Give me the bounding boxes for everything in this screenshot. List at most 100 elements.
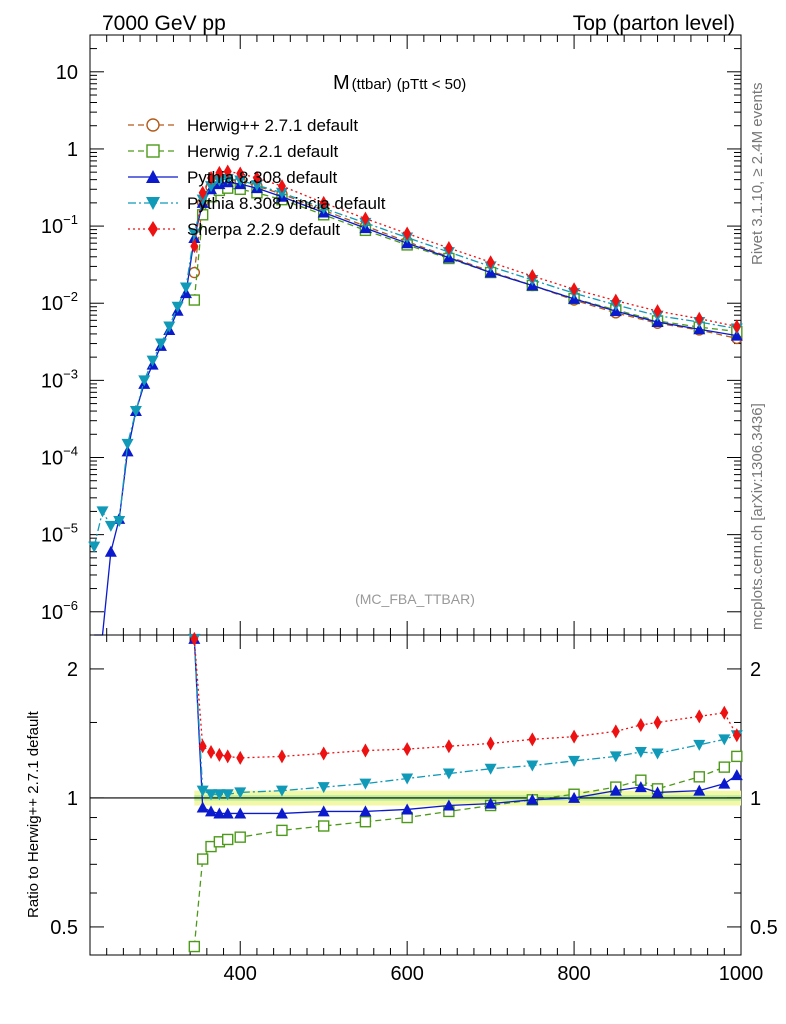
xtick-label: 600 <box>390 963 423 985</box>
ratio-point <box>730 769 743 781</box>
ratio-point <box>484 797 497 809</box>
ratio-point <box>190 631 199 646</box>
ratio-point <box>486 736 495 751</box>
data-point <box>275 187 288 199</box>
main-ytick-base: 10 <box>41 216 63 238</box>
ratio-point <box>695 709 704 724</box>
data-point <box>190 239 199 254</box>
ratio-series-1 <box>188 632 743 819</box>
ratio-point <box>526 760 539 772</box>
ratio-ytick-label-right: 1 <box>750 788 761 810</box>
ratio-point <box>215 747 224 762</box>
legend-label: Sherpa 2.2.9 default <box>187 220 340 239</box>
ratio-point <box>442 768 455 780</box>
data-point <box>113 516 126 528</box>
ratio-point <box>526 793 539 805</box>
ratio-point <box>359 816 372 828</box>
data-point <box>88 541 101 553</box>
data-point <box>695 311 704 326</box>
data-point <box>528 269 537 284</box>
ratio-point <box>234 831 246 843</box>
main-ytick-exp: −6 <box>63 598 78 613</box>
data-point <box>213 175 226 187</box>
main-ytick-label: 10−6 <box>41 598 78 624</box>
ratio-line <box>193 638 738 795</box>
ratio-point <box>317 805 330 817</box>
ratio-point <box>319 746 328 761</box>
ratio-point <box>636 717 645 732</box>
legend-marker <box>148 221 158 237</box>
data-point <box>121 445 134 457</box>
ratio-point <box>401 803 414 815</box>
data-point <box>196 194 209 206</box>
ratio-point <box>359 778 372 790</box>
main-ytick-exp: −3 <box>63 366 78 381</box>
ratio-series-group <box>188 631 743 953</box>
ratio-point <box>693 784 706 796</box>
main-ytick-base: 10 <box>41 370 63 392</box>
ratio-point <box>196 785 209 797</box>
legend-marker <box>146 118 160 132</box>
legend-entry: Herwig++ 2.7.1 default <box>128 116 358 135</box>
ratio-point <box>653 715 662 730</box>
ratio-point <box>718 777 731 789</box>
ratio-point <box>222 833 234 846</box>
ratio-point <box>276 824 288 837</box>
ratio-point <box>568 755 581 767</box>
legend-marker <box>146 197 160 210</box>
legend-entry: Sherpa 2.2.9 default <box>128 220 340 239</box>
data-point <box>250 180 263 192</box>
data-point <box>252 171 261 186</box>
ratio-line <box>193 638 738 759</box>
ratio-ytick-label-right: 0.5 <box>750 917 778 939</box>
main-ytick-label: 10−1 <box>41 212 78 238</box>
data-point <box>236 166 245 181</box>
ratio-point <box>221 807 234 819</box>
data-point <box>234 175 247 187</box>
legend-label: Pythia 8.308 vincia default <box>187 194 386 213</box>
main-ytick-base: 1 <box>67 139 78 161</box>
ratio-point <box>275 807 288 819</box>
data-point <box>730 329 743 341</box>
data-point <box>403 226 412 241</box>
ratio-uncertainty-band <box>90 790 742 806</box>
main-series-group <box>88 164 743 636</box>
ratio-point <box>651 786 664 798</box>
ratio-y-axis: 0.5 0.5 1 1 2 2 <box>50 659 778 939</box>
legend-marker <box>146 170 160 183</box>
data-point <box>188 294 201 306</box>
ratio-point <box>484 763 497 775</box>
ratio-point <box>442 799 455 811</box>
data-point <box>611 293 620 308</box>
ratio-point <box>196 853 209 865</box>
ratio-point <box>221 789 234 801</box>
ratio-point <box>275 785 288 797</box>
legend-entry: Pythia 8.308 vincia default <box>128 194 386 213</box>
ratio-point <box>718 761 731 773</box>
ratio-point <box>693 739 706 751</box>
data-point <box>732 319 741 334</box>
main-ytick-exp: −1 <box>63 212 78 227</box>
mcplots-label: mcplots.cern.ch [arXiv:1306.3436] <box>749 403 766 630</box>
ratio-point <box>651 748 664 760</box>
xtick-label: 800 <box>557 963 590 985</box>
main-ytick-base: 10 <box>41 525 63 547</box>
main-ytick-label: 10 <box>56 62 78 84</box>
ratio-series-0 <box>188 750 743 953</box>
ratio-ytick-label: 0.5 <box>50 917 78 939</box>
ratio-point <box>205 805 218 817</box>
plot-title-main: M <box>333 72 350 94</box>
ratio-point <box>359 805 372 817</box>
main-ytick-base: 10 <box>56 62 78 84</box>
ratio-y-label: Ratio to Herwig++ 2.7.1 default <box>25 710 42 918</box>
ratio-point <box>609 751 622 763</box>
main-ytick-base: 10 <box>41 293 63 315</box>
ratio-ytick-label: 2 <box>67 659 78 681</box>
data-point <box>207 171 216 186</box>
ratio-series-2 <box>188 633 743 801</box>
data-point <box>277 179 286 194</box>
data-point <box>121 438 134 450</box>
ratio-point <box>401 773 414 785</box>
